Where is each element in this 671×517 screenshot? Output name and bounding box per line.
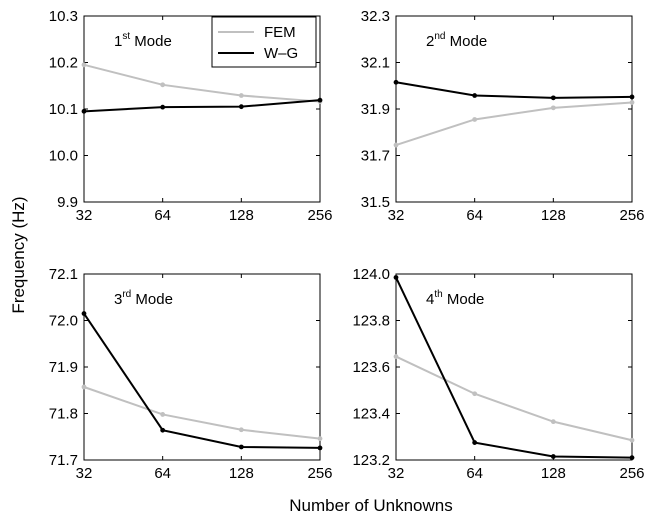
x-tick-label: 64 — [466, 465, 483, 482]
subplot-mode-3: 71.7 71.8 71.9 72.0 72.1 32 64 128 256 3rd Mode — [49, 266, 333, 482]
y-tick-label: 10.1 — [49, 101, 78, 118]
x-tick-label: 256 — [307, 465, 332, 482]
x-tick-label: 128 — [541, 207, 566, 224]
x-tick-label: 32 — [388, 207, 405, 224]
data-point-w-g — [238, 104, 244, 110]
series-line-fem — [83, 386, 321, 440]
series-line-w-g — [83, 99, 321, 113]
data-point-w-g — [472, 93, 478, 98]
subplot-mode-1: 9.9 10.0 10.1 10.2 10.3 32 64 128 256 1st Mode FEM… — [49, 8, 333, 224]
y-tick-label: 10.3 — [49, 8, 78, 25]
data-point-w-g — [317, 97, 323, 103]
data-point-w-g — [160, 427, 166, 433]
y-axis-title: Frequency (Hz) — [9, 196, 28, 313]
legend-label-w-g: W–G — [264, 45, 298, 62]
series-line-w-g — [83, 312, 321, 449]
y-tick-label: 10.0 — [49, 148, 78, 165]
legend-label-fem: FEM — [264, 24, 296, 41]
legend-box — [211, 16, 317, 68]
data-point-w-g — [393, 275, 399, 280]
x-tick-label: 256 — [619, 207, 644, 224]
x-tick-label: 64 — [154, 207, 171, 224]
y-tick-label: 32.1 — [361, 55, 390, 72]
x-tick-label: 64 — [154, 465, 171, 482]
y-tick-label: 72.1 — [49, 266, 78, 283]
x-tick-label: 32 — [76, 465, 93, 482]
y-tick-label: 123.8 — [352, 313, 390, 330]
y-tick-label: 71.8 — [49, 406, 78, 423]
data-point-w-g — [238, 444, 244, 450]
data-point-w-g — [393, 79, 399, 85]
series-line-fem — [395, 355, 633, 442]
series-line-w-g — [395, 81, 633, 99]
series-line-fem — [395, 101, 633, 146]
data-point-fem — [393, 354, 399, 359]
x-tick-label: 32 — [388, 465, 405, 482]
data-point-w-g — [472, 440, 478, 445]
y-tick-label: 124.0 — [352, 266, 390, 283]
mode-label: 4th Mode — [426, 289, 484, 308]
data-point-fem — [472, 391, 478, 397]
data-point-fem — [629, 100, 635, 105]
y-tick-label: 31.5 — [361, 194, 390, 211]
data-point-fem — [629, 437, 635, 443]
data-point-w-g — [317, 445, 323, 451]
series-line-fem — [83, 63, 321, 103]
data-point-fem — [393, 142, 399, 148]
x-tick-label: 256 — [307, 207, 332, 224]
x-tick-label: 64 — [466, 207, 483, 224]
data-point-fem — [81, 384, 87, 390]
data-point-w-g — [550, 95, 556, 101]
y-tick-label: 123.4 — [352, 406, 390, 423]
y-tick-label: 10.2 — [49, 55, 78, 72]
subplot-mode-2: 31.5 31.7 31.9 32.1 32.3 32 64 128 256 2nd Mode — [361, 8, 645, 224]
x-tick-label: 128 — [541, 465, 566, 482]
x-tick-label: 128 — [229, 465, 254, 482]
series-line-w-g — [395, 277, 633, 459]
data-point-w-g — [629, 455, 635, 461]
y-tick-label: 71.7 — [49, 452, 78, 469]
data-point-fem — [317, 436, 323, 442]
data-point-fem — [550, 105, 556, 111]
data-point-w-g — [550, 454, 556, 459]
data-point-w-g — [81, 108, 87, 114]
data-point-w-g — [629, 94, 635, 100]
data-point-fem — [238, 93, 244, 98]
subplot-mode-4: 123.2 123.4 123.6 123.8 124.0 32 64 128 256 4th M… — [352, 266, 644, 482]
x-axis-title: Number of Unknowns — [289, 496, 452, 515]
y-tick-label: 31.7 — [361, 148, 390, 165]
mode-label: 2nd Mode — [426, 31, 487, 50]
mode-label: 1st Mode — [114, 31, 172, 50]
x-tick-label: 256 — [619, 465, 644, 482]
y-tick-label: 71.9 — [49, 359, 78, 376]
data-point-w-g — [160, 104, 166, 110]
y-tick-label: 123.6 — [352, 359, 390, 376]
x-tick-label: 32 — [76, 207, 93, 224]
y-tick-label: 72.0 — [49, 313, 78, 330]
mode-label: 3rd Mode — [114, 289, 173, 308]
data-point-fem — [160, 82, 166, 88]
data-point-fem — [472, 117, 478, 122]
data-point-fem — [550, 419, 556, 425]
y-tick-label: 31.9 — [361, 101, 390, 118]
y-tick-label: 32.3 — [361, 8, 390, 25]
y-tick-label: 9.9 — [57, 194, 78, 211]
data-point-fem — [81, 62, 87, 68]
x-tick-label: 128 — [229, 207, 254, 224]
data-point-fem — [160, 412, 166, 417]
legend: FEM W–G — [211, 16, 317, 68]
data-point-w-g — [81, 311, 87, 316]
y-tick-label: 123.2 — [352, 452, 390, 469]
data-point-fem — [238, 427, 244, 433]
